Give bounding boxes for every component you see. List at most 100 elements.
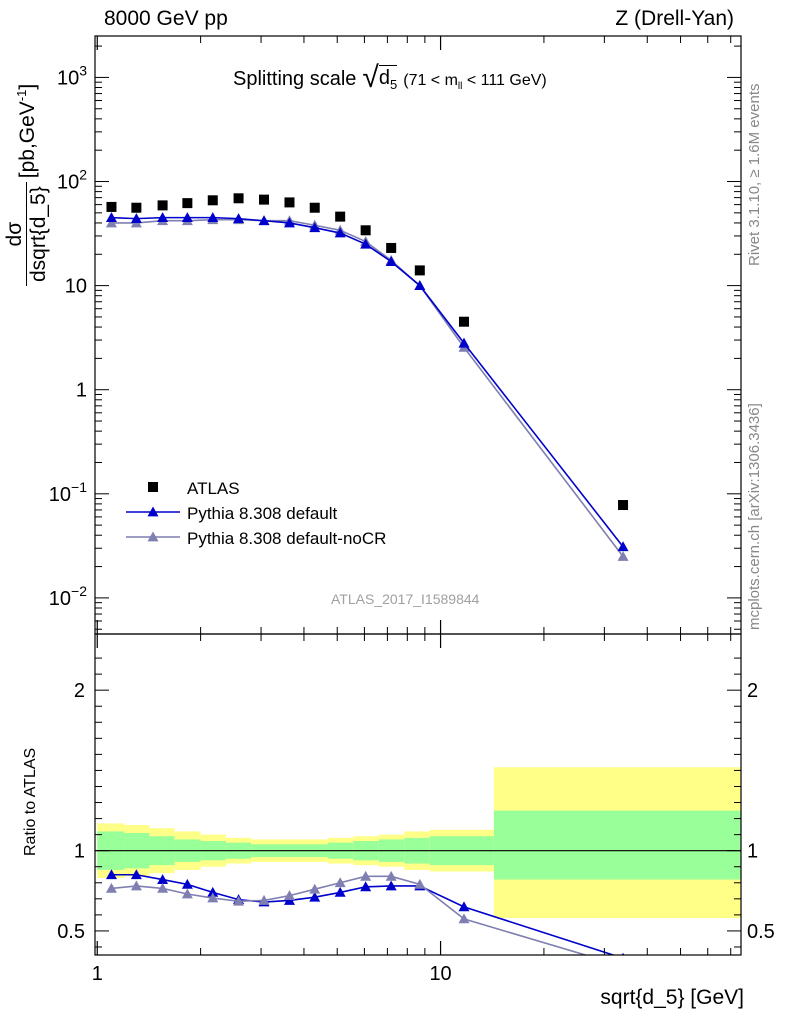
ratio-ytick-label-left: 1 [74,841,85,863]
main-ylabel-units-end: ] [15,83,39,90]
title-range-end: < 111 GeV) [466,72,547,89]
ratio-point [309,883,321,894]
ytick-base: 10 [57,67,79,89]
ratio-point [157,882,169,893]
ratio-uncertainty-bands [95,767,741,919]
data-point [284,197,295,208]
header-collision: 8000 GeV pp [104,7,228,30]
band-inner-bin [493,810,741,880]
rivet-version-label: Rivet 3.1.10, ≥ 1.6M events [746,83,763,267]
legend-marker-triangle [147,506,159,517]
main-ylabel-num: dσ [3,221,26,247]
data-point [157,200,168,211]
ratio-point [385,870,397,881]
main-mc-point [105,217,117,228]
ratio-frame [94,633,742,956]
title-range: (71 < mll < 111 GeV) [403,72,547,92]
ytick-base: 10 [49,484,71,506]
data-point [106,201,117,212]
legend-label: ATLAS [187,479,240,498]
ratio-point [334,877,346,888]
xtick-label: 1 [92,963,103,985]
data-point [309,202,320,213]
ratio-point [181,878,193,889]
data-point [335,211,346,222]
x-axis-label: sqrt{d_5} [GeV] [600,986,744,1009]
main-ytick-label: 10−2 [49,583,87,610]
ratio-point [360,870,372,881]
data-point [414,265,425,276]
main-ytick-label: 103 [57,62,87,89]
ratio-point [258,894,270,905]
ratio-point [181,888,193,899]
data-point [458,316,469,327]
chart-title-text: Splitting scale [233,68,357,90]
ratio-ytick-label-left: 2 [74,680,85,702]
main-ytick-label: 102 [57,167,87,194]
main-mc-point [458,337,470,348]
main-mc-point [283,217,295,228]
ytick-exp: −2 [71,583,87,599]
ratio-ytick-label-right: 1 [747,841,758,863]
title-sqrt-symbol: √ [362,61,379,94]
main-mc-point [414,280,426,291]
ytick-base: 10 [49,588,71,610]
ratio-point [334,886,346,897]
main-ylabel-fraction: dσ dsqrt{d_5} [3,182,50,286]
ratio-point [385,880,397,891]
ratio-point [618,961,629,971]
header-process: Z (Drell-Yan) [615,7,734,30]
ratio-ytick-label-left: 0.5 [57,921,85,943]
data-point [207,195,218,206]
title-range-start: (71 < m [403,72,458,89]
analysis-id: ATLAS_2017_I1589844 [331,591,480,607]
ratio-point [458,913,470,924]
main-mc-point [181,212,193,223]
ratio-ytick-label-right: 0.5 [747,921,775,943]
data-point [131,202,142,213]
data-point [233,193,244,204]
ratio-point [414,878,426,889]
ytick-base: 10 [65,276,87,298]
title-sqrt-var: d [378,67,390,89]
ratio-point [130,869,142,880]
main-ylabel-den: dsqrt{d_5} [26,182,50,286]
main-mc-point [157,212,169,223]
main-mc-point [334,227,346,238]
chart-title: Splitting scale √ d5 (71 < mll < 111 GeV… [233,63,547,93]
data-point [360,225,371,236]
main-mc-point [258,215,270,226]
legend-marker-triangle [147,531,159,542]
main-mc-point [233,213,245,224]
ratio-point [130,880,142,891]
title-sqrt-arg: d5 [378,65,398,92]
main-ylabel-units-sup: -1 [13,89,29,102]
ratio-series-group [105,869,629,971]
ratio-point [309,891,321,902]
ratio-point [233,895,245,906]
main-ytick-label: 10 [65,276,87,298]
ratio-ytick-label-right: 2 [747,680,758,702]
ratio-point [360,881,372,892]
data-point [182,198,193,209]
main-mc-point [360,238,372,249]
ytick-base: 10 [57,172,79,194]
main-ylabel-units: [pb,GeV-1] [14,84,40,178]
main-series-group [105,193,629,561]
ratio-point [621,952,625,955]
main-mc-point [207,212,219,223]
ratio-point [207,892,219,903]
main-mc-point [309,222,321,233]
data-point [618,500,629,511]
legend-label: Pythia 8.308 default-noCR [187,529,386,548]
main-mc-point [617,541,629,552]
ratio-point [157,874,169,884]
ratio-point [105,869,117,880]
ratio-point [458,901,470,912]
main-mc-point [617,550,629,561]
title-range-sub: ll [457,81,463,93]
ytick-exp: −1 [71,479,87,495]
ratio-point [207,886,219,897]
